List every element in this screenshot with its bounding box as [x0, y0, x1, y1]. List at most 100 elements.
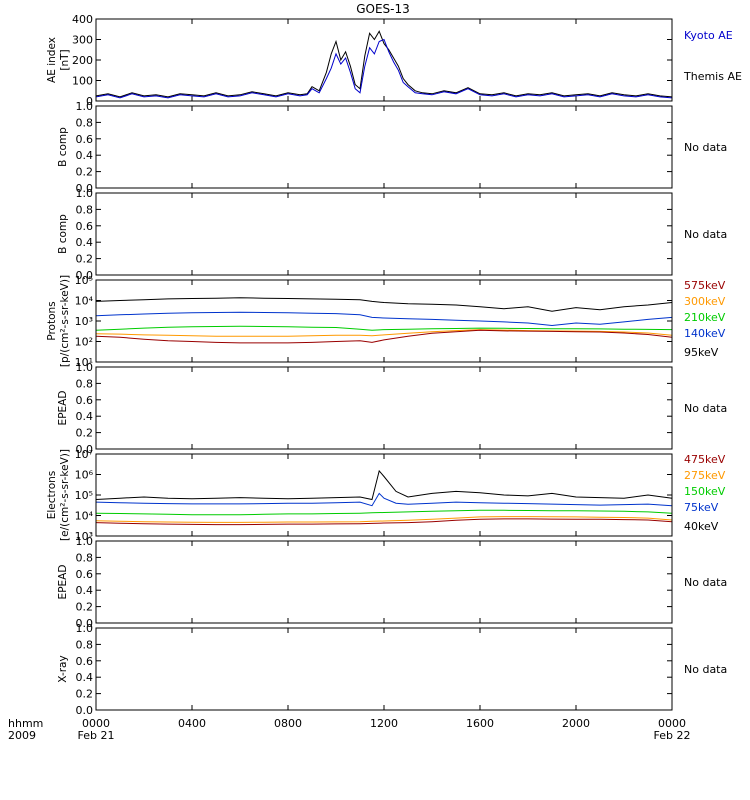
- y-axis-label: EPEAD: [57, 391, 69, 426]
- panel-bcomp1: 0.0 0.2 0.4 0.6 0.8 1.0 B comp No data: [57, 100, 727, 195]
- panel-epead1: 0.0 0.2 0.4 0.6 0.8 1.0 EPEAD No data: [57, 361, 727, 456]
- y-tick-label: 0.2: [76, 253, 94, 266]
- y-axis-label: B comp: [57, 127, 69, 167]
- legend-entry: 150keV: [684, 485, 726, 498]
- x-tick-label: 0800: [274, 717, 302, 730]
- no-data-label: No data: [684, 576, 727, 589]
- series-275kev-line: [96, 516, 672, 523]
- y-tick-label: 0.4: [76, 584, 94, 597]
- y-tick-label: 10³: [75, 530, 93, 543]
- y-tick-label: 10⁵: [75, 274, 93, 287]
- panel-protons: 10¹ 10² 10³ 10⁴ 10⁵ Protons [p/(cm²-s-sr-keV)]…: [46, 274, 726, 369]
- y-tick-label: 0.8: [76, 377, 94, 390]
- y-tick-label: 0.0: [76, 269, 94, 282]
- y-axis-label: X-ray: [57, 655, 69, 682]
- no-data-label: No data: [684, 228, 727, 241]
- legend-entry: 75keV: [684, 501, 719, 514]
- y-axis-label: [nT]: [59, 49, 71, 70]
- y-tick-label: 10⁶: [75, 469, 94, 482]
- legend-entry: 275keV: [684, 469, 726, 482]
- y-tick-label: 0: [86, 95, 93, 108]
- y-tick-label: 1.0: [76, 187, 94, 200]
- panel-frame: [95, 540, 673, 624]
- y-tick-label: 1.0: [76, 535, 94, 548]
- panel-frame: [95, 627, 673, 711]
- y-axis-label: Electrons: [46, 471, 58, 520]
- y-tick-label: 0.6: [76, 133, 94, 146]
- y-axis-label: AE index: [46, 37, 58, 83]
- legend-entry: Themis AE: [683, 70, 742, 83]
- y-axis-label: EPEAD: [57, 565, 69, 600]
- y-tick-label: 0.4: [76, 149, 94, 162]
- legend-entry: 475keV: [684, 453, 726, 466]
- y-axis-label: B comp: [57, 214, 69, 254]
- legend-entry: Kyoto AE: [684, 29, 733, 42]
- y-tick-label: 10⁵: [75, 489, 93, 502]
- x-tick-label: 0000: [82, 717, 110, 730]
- x-tick-label: 0000: [658, 717, 686, 730]
- y-tick-label: 0.2: [76, 166, 94, 179]
- x-tick-label: 1200: [370, 717, 398, 730]
- legend-entry: 95keV: [684, 346, 719, 359]
- panel-frame: [95, 453, 673, 537]
- y-tick-label: 0.6: [76, 220, 94, 233]
- y-tick-label: 0.6: [76, 655, 94, 668]
- y-tick-label: 0.2: [76, 427, 94, 440]
- series-kyoto-ae-line: [96, 38, 672, 99]
- y-tick-label: 1.0: [76, 100, 94, 113]
- panel-bcomp2: 0.0 0.2 0.4 0.6 0.8 1.0 B comp No data: [57, 187, 727, 282]
- x-row-label-time: hhmm: [8, 717, 43, 730]
- series-210kev-line: [96, 325, 672, 331]
- x-tick-date: Feb 21: [78, 729, 115, 742]
- y-tick-label: 0.4: [76, 236, 94, 249]
- y-tick-label: 0.4: [76, 671, 94, 684]
- y-tick-label: 300: [72, 34, 93, 47]
- y-tick-label: 10³: [75, 315, 93, 328]
- series-group: [96, 30, 672, 99]
- y-tick-label: 1.0: [76, 361, 94, 374]
- series-575kev-line: [96, 329, 672, 344]
- panel-ae: 0 100 200 300 400 AE index [nT] Kyoto AE Themis …: [46, 13, 742, 108]
- x-tick-label: 0400: [178, 717, 206, 730]
- y-tick-label: 10⁷: [75, 448, 93, 461]
- panel-frame: [95, 192, 673, 276]
- series-group: [96, 469, 672, 526]
- y-axis-label: Protons: [46, 301, 58, 340]
- legend-entry: 210keV: [684, 311, 726, 324]
- panel-epead2: 0.0 0.2 0.4 0.6 0.8 1.0 EPEAD No data: [57, 535, 727, 630]
- series-150kev-line: [96, 509, 672, 516]
- y-tick-label: 0.0: [76, 443, 94, 456]
- series-group: [96, 297, 672, 344]
- series-475kev-line: [96, 518, 672, 526]
- series-140kev-line: [96, 311, 672, 327]
- y-tick-label: 0.8: [76, 638, 94, 651]
- y-tick-label: 0.6: [76, 568, 94, 581]
- x-tick-label: 1600: [466, 717, 494, 730]
- series-95kev-line: [96, 297, 672, 312]
- y-tick-label: 0.8: [76, 116, 94, 129]
- y-tick-label: 10⁴: [75, 295, 94, 308]
- y-tick-label: 0.2: [76, 688, 94, 701]
- x-tick-date: Feb 22: [654, 729, 691, 742]
- y-tick-label: 100: [72, 75, 93, 88]
- x-row-label-year: 2009: [8, 729, 36, 742]
- y-tick-label: 0.0: [76, 617, 94, 630]
- y-tick-label: 0.0: [76, 182, 94, 195]
- no-data-label: No data: [684, 663, 727, 676]
- y-tick-label: 10⁴: [75, 510, 94, 523]
- no-data-label: No data: [684, 141, 727, 154]
- y-tick-label: 10²: [75, 336, 93, 349]
- legend-entry: 140keV: [684, 327, 726, 340]
- y-axis-label: [p/(cm²-s-sr-keV)]: [59, 275, 71, 367]
- y-tick-label: 400: [72, 13, 93, 26]
- y-tick-label: 0.2: [76, 601, 94, 614]
- no-data-label: No data: [684, 402, 727, 415]
- panel-frame: [95, 366, 673, 450]
- y-tick-label: 0.8: [76, 551, 94, 564]
- series-40kev-line: [96, 469, 672, 501]
- y-tick-label: 10¹: [75, 356, 93, 369]
- y-tick-label: 1.0: [76, 622, 94, 635]
- series-themis-ae-line: [96, 30, 672, 98]
